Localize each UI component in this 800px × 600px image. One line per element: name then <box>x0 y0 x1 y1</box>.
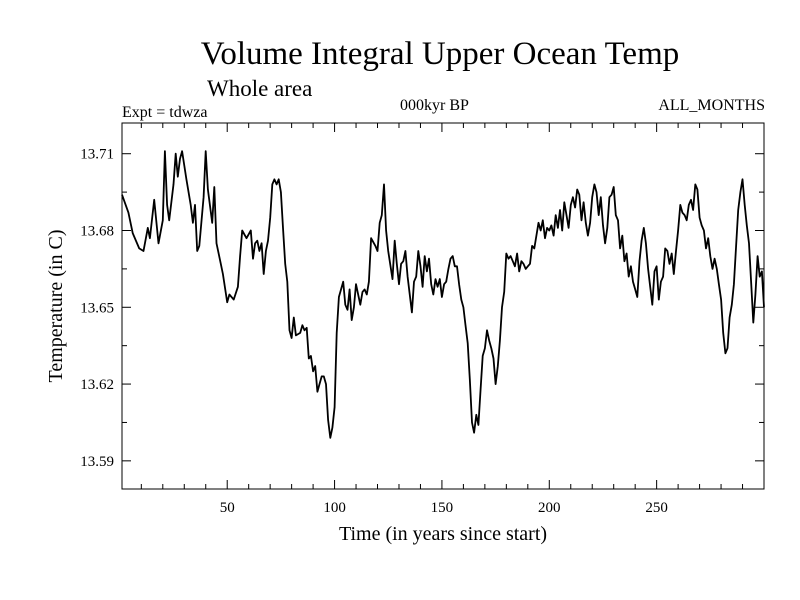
x-tick-label: 250 <box>645 500 668 516</box>
y-tick-label: 13.65 <box>80 300 114 316</box>
plot-area-frame <box>121 122 765 490</box>
chart-subtitle: Whole area <box>207 76 313 101</box>
y-tick-label: 13.71 <box>80 147 114 163</box>
y-tick-label: 13.68 <box>80 223 114 239</box>
x-axis-label: Time (in years since start) <box>339 523 547 545</box>
period-label: 000kyr BP <box>400 97 469 114</box>
x-tick-label: 200 <box>538 500 561 516</box>
chart-title: Volume Integral Upper Ocean Temp <box>200 36 680 72</box>
series-layer <box>121 150 765 439</box>
months-label: ALL_MONTHS <box>658 97 765 114</box>
x-tick-label: 50 <box>220 500 235 516</box>
y-axis-label: Temperature (in C) <box>45 230 67 383</box>
x-tick-label: 150 <box>431 500 454 516</box>
experiment-label: Expt = tdwza <box>122 104 208 121</box>
x-tick-label: 100 <box>323 500 346 516</box>
y-axis: 13.59 13.62 13.65 13.68 13.71 <box>80 147 764 470</box>
y-tick-label: 13.59 <box>80 454 114 470</box>
x-axis: 50 100 150 200 250 <box>140 123 765 516</box>
series-line <box>121 150 765 439</box>
y-tick-label: 13.62 <box>80 377 114 393</box>
